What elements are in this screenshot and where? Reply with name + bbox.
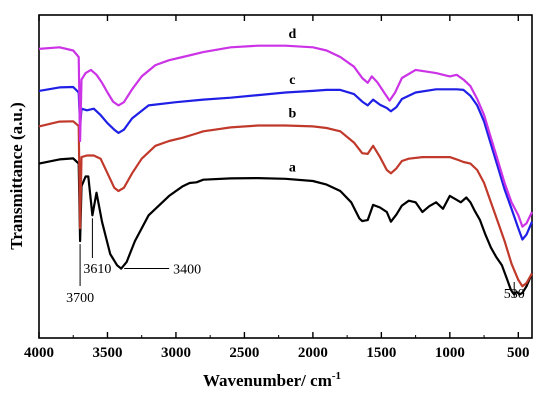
x-tick-label-1500: 1500: [366, 345, 396, 361]
series-b-line: [38, 120, 533, 288]
series-d-label: d: [288, 27, 296, 42]
x-tick-label-500: 500: [507, 345, 530, 361]
annotation-3700: 3700: [66, 291, 94, 306]
x-tick-label-4000: 4000: [24, 345, 54, 361]
series-b-label: b: [288, 107, 296, 122]
series-c-label: c: [289, 73, 295, 88]
x-tick-label-2500: 2500: [229, 345, 259, 361]
series-a-line: [38, 157, 534, 296]
annotation-530: 530: [504, 287, 525, 302]
series-a-label: a: [289, 160, 296, 175]
x-tick-label-1000: 1000: [435, 345, 465, 361]
x-axis-title-text: Wavenumber/ cm: [203, 371, 332, 390]
curve-labels: a b c d: [288, 27, 296, 175]
peak-annotations: 3700 3610 3400 530: [66, 218, 525, 306]
y-axis-title: Transmittance (a.u.): [7, 102, 26, 249]
x-axis-title: Wavenumber/ cm-1: [203, 370, 341, 390]
x-axis-ticks: 4000 3500 3000 2500 2000 1500 1000 500: [24, 15, 530, 361]
x-axis-title-superscript: -1: [332, 370, 341, 382]
x-tick-label-3500: 3500: [92, 345, 122, 361]
annotation-3610: 3610: [83, 262, 111, 277]
series-d-line: [38, 44, 533, 228]
plot-frame: [38, 14, 533, 339]
series-c-line: [38, 85, 534, 241]
x-tick-label-2000: 2000: [298, 345, 328, 361]
series-layer: [38, 44, 534, 296]
annotation-3400: 3400: [173, 263, 201, 278]
x-tick-label-3000: 3000: [161, 345, 191, 361]
